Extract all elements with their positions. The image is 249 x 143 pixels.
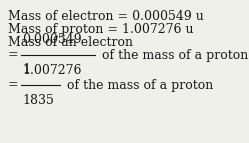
Text: Mass of electron = 0.000549 u: Mass of electron = 0.000549 u: [8, 10, 204, 23]
Text: of the mass of a proton: of the mass of a proton: [98, 48, 248, 61]
Text: 1.007276: 1.007276: [22, 64, 81, 77]
Text: 1835: 1835: [22, 94, 54, 107]
Text: 1: 1: [22, 63, 30, 76]
Text: 0.000549: 0.000549: [22, 33, 82, 46]
Text: =: =: [8, 48, 23, 61]
Text: Mass of an electron: Mass of an electron: [8, 36, 133, 49]
Text: of the mass of a proton: of the mass of a proton: [63, 79, 213, 92]
Text: Mass of proton = 1.007276 u: Mass of proton = 1.007276 u: [8, 23, 193, 36]
Text: =: =: [8, 79, 23, 92]
